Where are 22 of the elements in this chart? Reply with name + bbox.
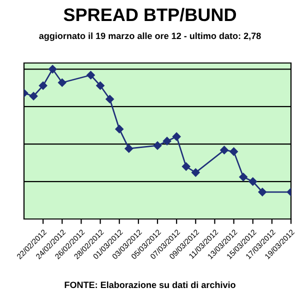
point [29,92,38,100]
point [96,81,104,90]
point [172,132,181,141]
point [220,146,228,154]
point [58,78,66,87]
point [230,147,238,156]
point [162,136,172,146]
point [248,177,257,186]
point [115,124,124,134]
point [124,144,134,153]
source-note: FONTE: Elaborazione su dati di archivio [64,281,236,288]
point [258,188,267,196]
point [182,162,190,171]
point [192,168,200,177]
point [106,94,114,104]
point [239,172,248,182]
chart-subtitle: aggiornato il 19 marzo alle ore 12 - ultimo dato: 2,78 [39,32,261,41]
point [86,71,95,80]
point [38,81,48,90]
point [48,65,57,74]
point [153,141,162,150]
chart-title: SPREAD BTP/BUND [64,8,236,22]
